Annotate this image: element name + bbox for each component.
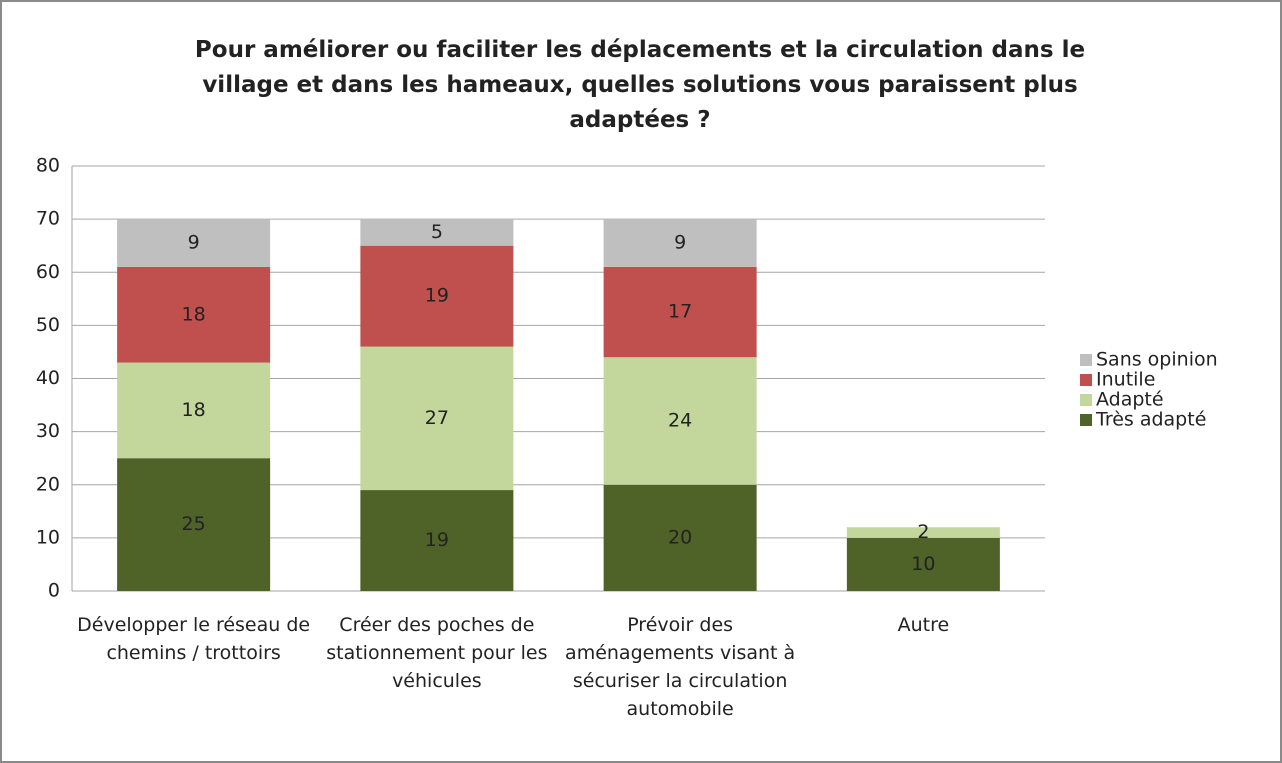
data-label: 19 [425, 285, 449, 307]
legend-swatch [1080, 394, 1092, 406]
data-label: 5 [431, 221, 443, 243]
x-tick-label: Créer des poches de stationnement pour le… [326, 614, 547, 692]
y-tick-label: 30 [36, 420, 60, 442]
x-tick-label: Autre [898, 614, 950, 636]
bar-segment [603, 219, 757, 267]
bar-segment [360, 245, 514, 347]
data-label: 27 [425, 407, 449, 429]
legend-label: Très adapté [1095, 409, 1206, 431]
bar-segment [117, 458, 271, 591]
y-tick-label: 80 [36, 155, 60, 177]
data-label: 9 [674, 232, 686, 254]
bar-segment [603, 484, 757, 591]
data-label: 19 [425, 529, 449, 551]
bar-segment [117, 266, 271, 363]
legend-swatch [1080, 354, 1092, 366]
data-label: 9 [188, 232, 200, 254]
y-tick-label: 10 [36, 526, 60, 548]
y-tick-label: 60 [36, 261, 60, 283]
y-tick-label: 20 [36, 473, 60, 495]
legend-swatch [1080, 414, 1092, 426]
y-tick-label: 50 [36, 314, 60, 336]
data-label: 24 [668, 410, 692, 432]
data-label: 25 [182, 513, 206, 535]
legend-label: Adapté [1096, 389, 1164, 411]
y-tick-label: 40 [36, 367, 60, 389]
data-label: 18 [182, 399, 206, 421]
legend-label: Inutile [1096, 369, 1155, 391]
bar-segment [117, 362, 271, 459]
bar-segment [360, 219, 514, 246]
legend-label: Sans opinion [1096, 349, 1218, 371]
bar-segment [360, 490, 514, 591]
legend-swatch [1080, 374, 1092, 386]
x-tick-label: Prévoir des aménagements visant à sécurise… [565, 614, 795, 720]
data-label: 20 [668, 526, 692, 548]
chart-title: Pour améliorer ou faciliter les déplacem… [195, 37, 1085, 133]
data-label: 17 [668, 301, 692, 323]
bar-segment [117, 219, 271, 267]
bar-segment [360, 346, 514, 491]
y-tick-label: 0 [48, 580, 60, 602]
x-tick-label: Développer le réseau de chemins / trottoi… [77, 614, 310, 664]
y-tick-label: 70 [36, 208, 60, 230]
bar-segment [846, 527, 1000, 538]
bar-segment [846, 537, 1000, 591]
bar-segment [603, 266, 757, 358]
data-label: 18 [182, 303, 206, 325]
bar-segment [603, 357, 757, 485]
data-label: 10 [911, 553, 935, 575]
data-label: 2 [917, 521, 929, 543]
